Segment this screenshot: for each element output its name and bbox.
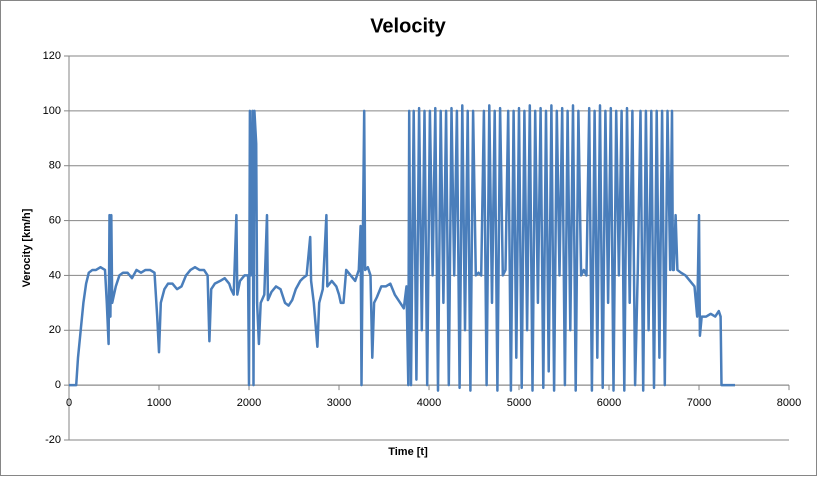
y-axis-label: Verocity [km/h] (21, 208, 33, 287)
chart-title: Velocity (370, 15, 446, 37)
x-tick-label: 7000 (687, 397, 711, 409)
x-tick-label: 6000 (597, 397, 621, 409)
x-tick-label: 5000 (507, 397, 531, 409)
y-tick-label: 100 (43, 105, 61, 117)
y-tick-label: 40 (49, 269, 61, 281)
x-tick-label: 4000 (417, 397, 441, 409)
x-tick-label: 3000 (327, 397, 351, 409)
x-axis-label: Time [t] (388, 446, 428, 458)
x-tick-label: 2000 (237, 397, 261, 409)
x-tick-label: 1000 (147, 397, 171, 409)
y-tick-label: -20 (45, 434, 61, 446)
y-tick-label: 0 (55, 379, 61, 391)
x-tick-label: 8000 (777, 397, 801, 409)
y-tick-label: 80 (49, 160, 61, 172)
y-tick-label: 120 (43, 50, 61, 62)
y-tick-label: 20 (49, 324, 61, 336)
x-tick-label: 0 (66, 397, 72, 409)
y-tick-label: 60 (49, 214, 61, 226)
data-line (69, 104, 735, 392)
